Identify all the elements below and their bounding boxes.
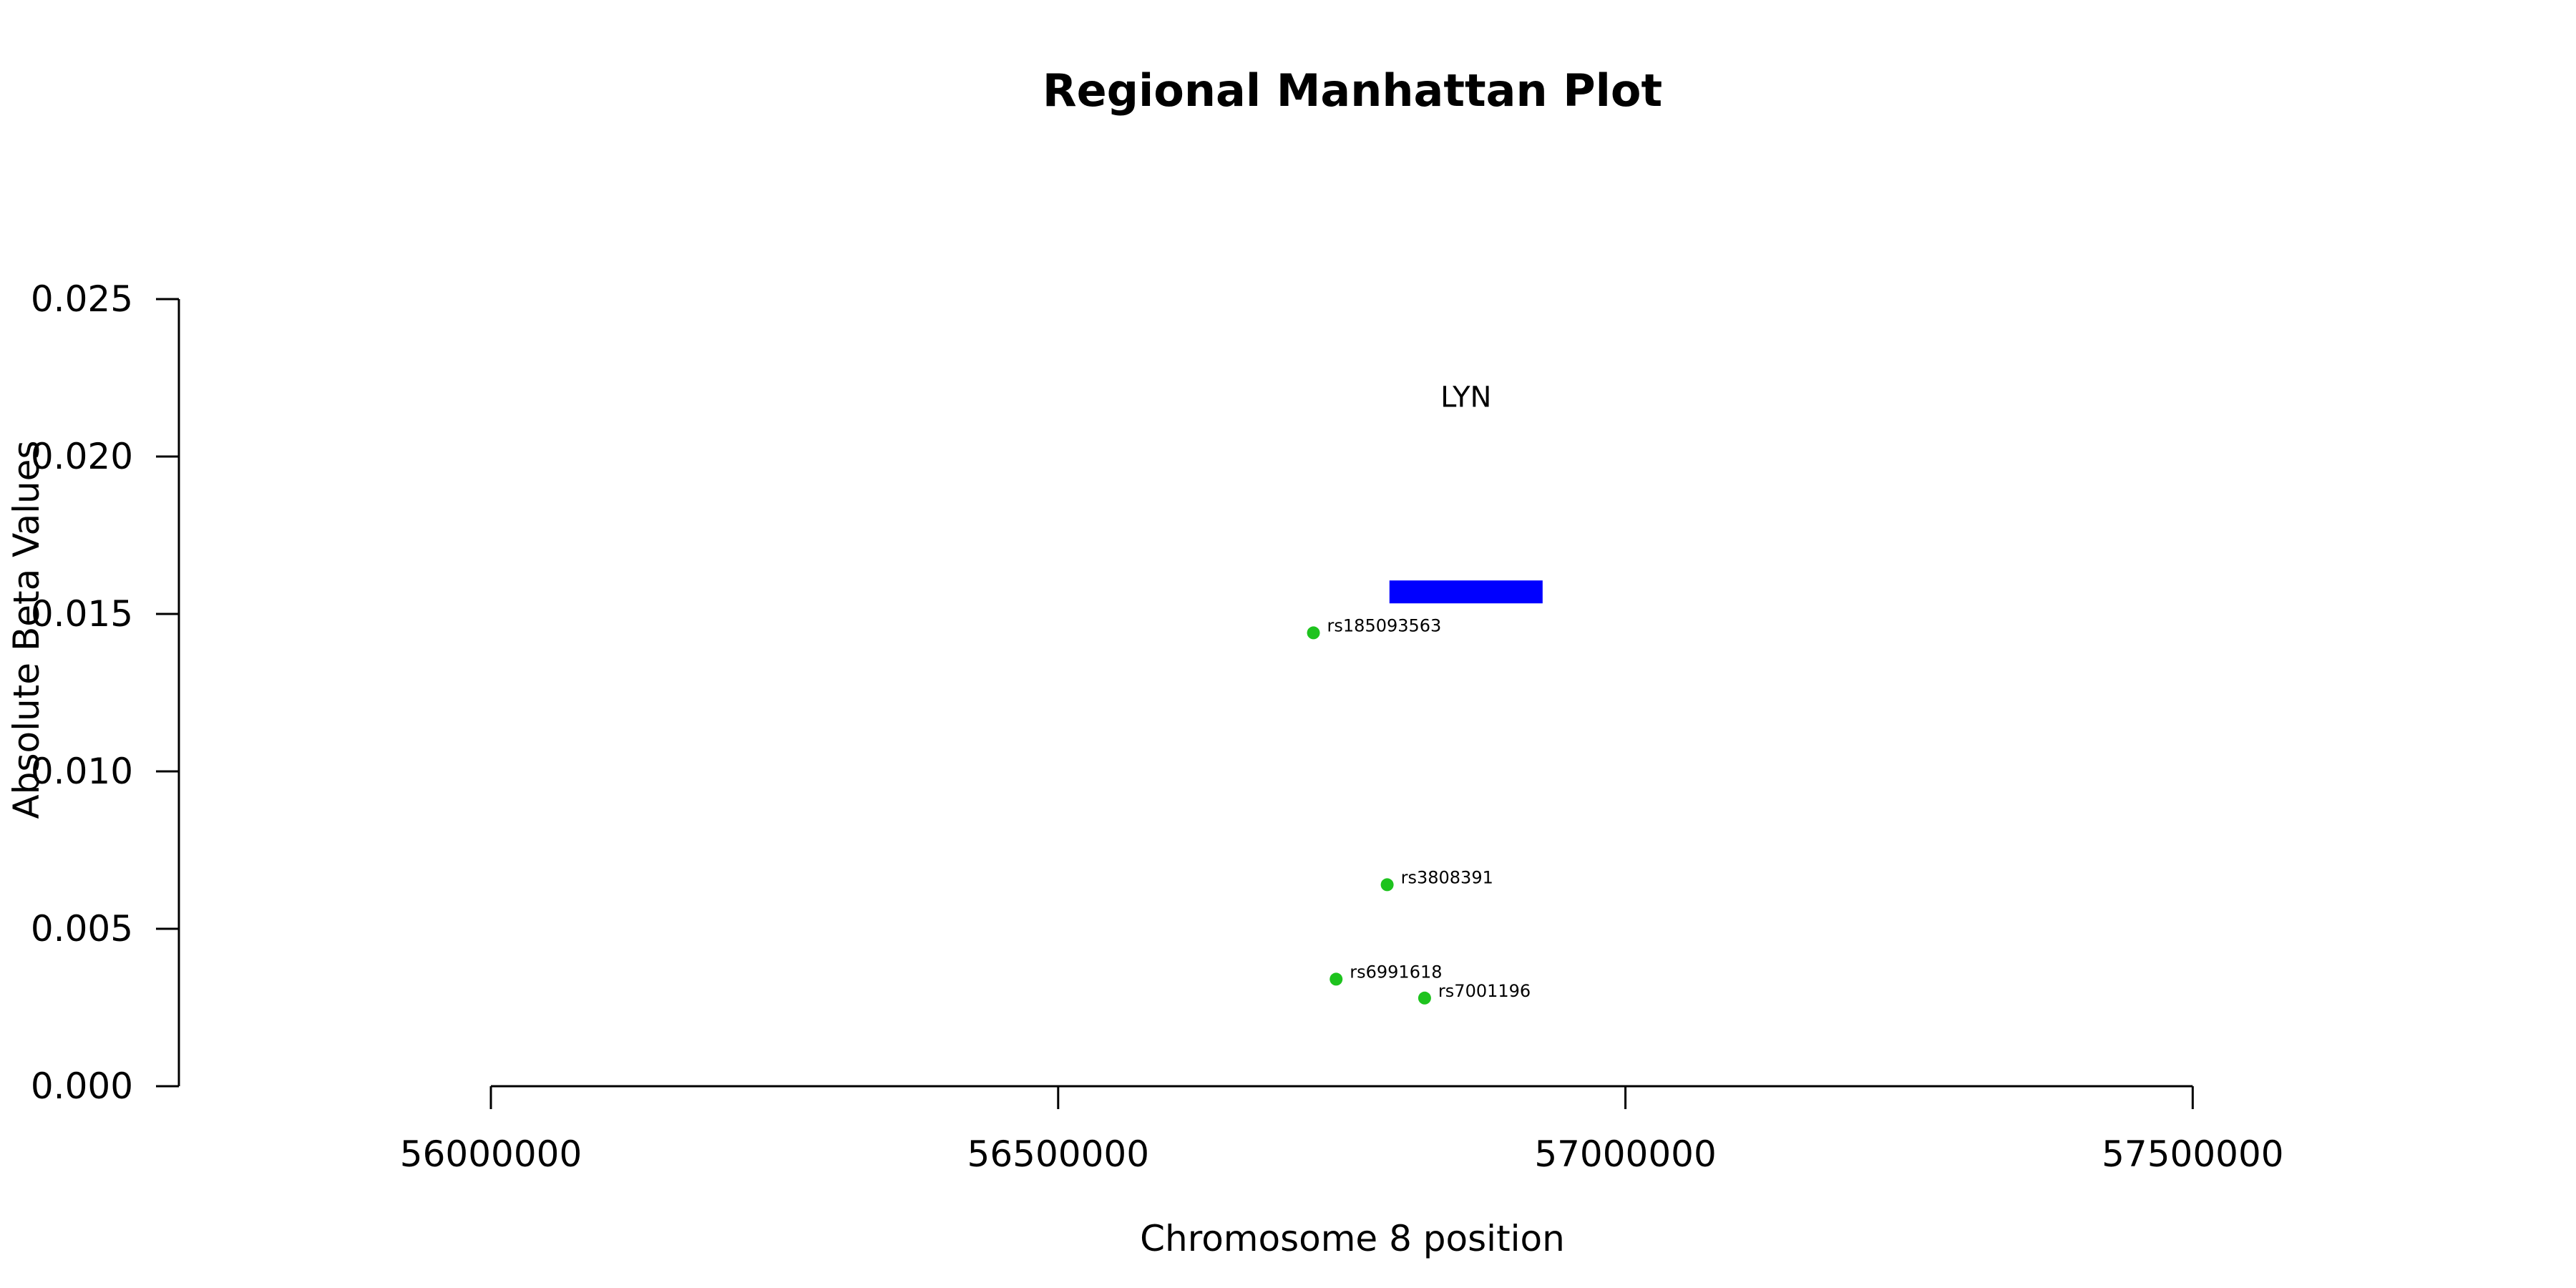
x-axis-label: Chromosome 8 position (1140, 1218, 1565, 1259)
y-axis: 0.000 0.005 0.010 0.015 0.020 0.025 (31, 278, 180, 1107)
gene-track: LYN (1389, 381, 1543, 604)
y-tick-label: 0.000 (31, 1065, 133, 1107)
x-tick-label: 57500000 (2102, 1133, 2284, 1175)
x-axis: 56000000 56500000 57000000 57500000 (400, 1085, 2284, 1175)
snp-point (1330, 972, 1343, 986)
snp-label: rs7001196 (1438, 981, 1531, 1001)
snp-label: rs185093563 (1327, 615, 1442, 635)
y-tick-label: 0.020 (31, 436, 133, 477)
snp-label: rs6991618 (1350, 962, 1442, 982)
snp-point (1307, 626, 1320, 640)
x-tick-label: 56000000 (400, 1133, 582, 1175)
snp-point (1380, 878, 1394, 892)
snp-label: rs3808391 (1401, 867, 1493, 887)
y-tick-label: 0.025 (31, 278, 133, 320)
gene-bar (1389, 580, 1543, 604)
y-tick-label: 0.015 (31, 593, 133, 635)
y-tick-label: 0.010 (31, 751, 133, 792)
gene-label: LYN (1440, 381, 1491, 414)
x-tick-label: 56500000 (967, 1133, 1150, 1175)
snp-point (1418, 991, 1431, 1005)
chart-title: Regional Manhattan Plot (1043, 64, 1662, 117)
y-axis-label: Absolute Beta Values (6, 441, 47, 819)
x-tick-label: 57000000 (1534, 1133, 1717, 1175)
y-tick-label: 0.005 (31, 908, 133, 950)
